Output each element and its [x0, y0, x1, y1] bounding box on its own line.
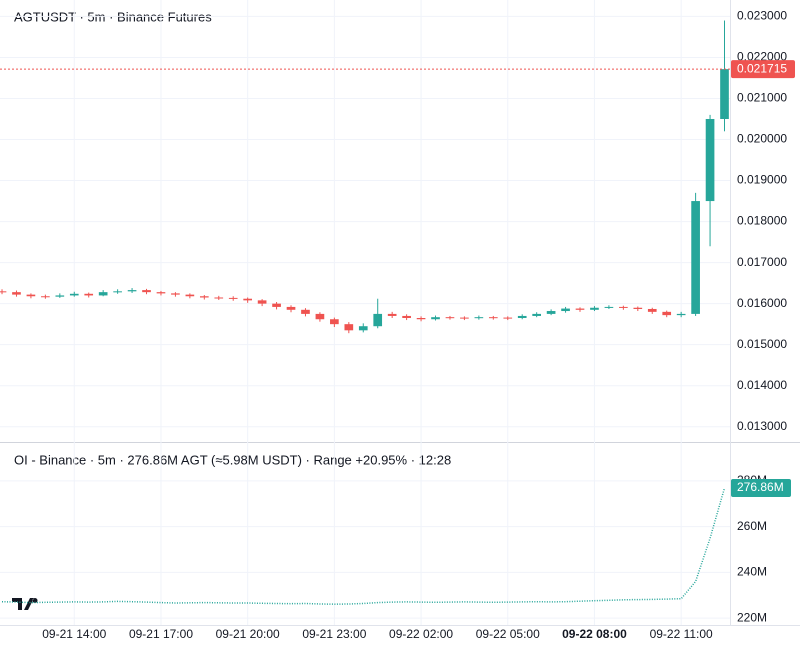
candle-body — [272, 303, 281, 307]
candle-body — [546, 311, 556, 314]
candle-body — [705, 118, 715, 202]
oi-last-label: 276.86M — [737, 480, 784, 494]
candle-body — [286, 306, 296, 310]
candle-body — [460, 317, 469, 319]
candle-body — [676, 313, 686, 316]
candle-body — [55, 295, 65, 297]
y-tick-label: 0.013000 — [737, 419, 787, 433]
x-tick-label: 09-21 23:00 — [302, 627, 366, 641]
candle-body — [98, 292, 108, 296]
candle-body — [330, 319, 339, 325]
candle-body — [532, 313, 541, 316]
last-price-label: 0.021715 — [737, 61, 787, 75]
candle-body — [647, 308, 657, 312]
oi-line — [1, 487, 726, 605]
oi-title: OI - Binance · 5m · 276.86M AGT (≈5.98M … — [14, 452, 451, 467]
candle-body — [214, 297, 224, 299]
y-tick-label: 0.015000 — [737, 337, 787, 351]
y-tick-label: 0.017000 — [737, 255, 787, 269]
candle-body — [431, 317, 440, 320]
candle-body — [84, 293, 94, 296]
candle-body — [561, 308, 570, 312]
y-tick-label: 0.014000 — [737, 378, 787, 392]
candle-body — [662, 311, 672, 316]
y-tick-label: 0.020000 — [737, 132, 787, 146]
candle-body — [127, 290, 137, 292]
candle-body — [474, 317, 484, 319]
candle-body — [720, 69, 729, 119]
x-tick-label: 09-21 20:00 — [216, 627, 280, 641]
candle-body — [0, 291, 7, 293]
x-tick-label: 09-22 11:00 — [650, 627, 713, 641]
y-tick-label: 260M — [737, 519, 767, 533]
candle-body — [416, 318, 426, 320]
y-tick-label: 0.019000 — [737, 173, 787, 187]
candle-body — [199, 296, 209, 298]
y-tick-label: 0.023000 — [737, 9, 787, 23]
x-tick-label: 09-21 14:00 — [42, 627, 106, 641]
candle-body — [69, 293, 79, 296]
candle-body — [633, 307, 643, 309]
candle-body — [445, 317, 455, 319]
candle-body — [113, 291, 122, 293]
logo — [12, 598, 38, 610]
candle-body — [156, 292, 166, 294]
candle-body — [387, 313, 397, 316]
candle-body — [228, 297, 238, 299]
candle-body — [257, 300, 267, 304]
candle-body — [142, 290, 151, 293]
x-tick-label: 09-22 05:00 — [476, 627, 540, 641]
main-title: AGTUSDT · 5m · Binance Futures — [14, 9, 212, 24]
candle-body — [590, 307, 599, 310]
oi-last-box — [731, 479, 791, 498]
y-tick-label: 0.016000 — [737, 296, 787, 310]
candle-body — [691, 201, 700, 314]
candle-body — [503, 317, 513, 319]
candle-body — [488, 317, 498, 319]
x-tick-label: 09-22 02:00 — [389, 627, 453, 641]
last-price-box — [731, 60, 795, 79]
candle-body — [171, 293, 180, 295]
y-tick-label: 240M — [737, 565, 767, 579]
candle-body — [358, 326, 368, 331]
candle-body — [619, 306, 628, 308]
candle-body — [604, 306, 614, 308]
y-tick-label: 0.018000 — [737, 214, 787, 228]
candle-body — [402, 315, 411, 319]
candle-body — [301, 309, 310, 314]
y-tick-label: 0.021000 — [737, 91, 787, 105]
candle-body — [575, 308, 585, 310]
candle-body — [26, 294, 36, 297]
candle-body — [41, 296, 50, 298]
candle-body — [185, 294, 195, 297]
candle-body — [315, 313, 325, 320]
candle-body — [344, 324, 354, 331]
candle-body — [373, 313, 383, 327]
candle-body — [517, 315, 527, 319]
x-tick-label: 09-21 17:00 — [129, 627, 193, 641]
candle-body — [12, 292, 21, 295]
y-tick-label: 220M — [737, 610, 767, 624]
x-tick-label: 09-22 08:00 — [562, 627, 627, 641]
y-tick-label: 0.022000 — [737, 50, 787, 64]
candle-body — [243, 298, 253, 301]
